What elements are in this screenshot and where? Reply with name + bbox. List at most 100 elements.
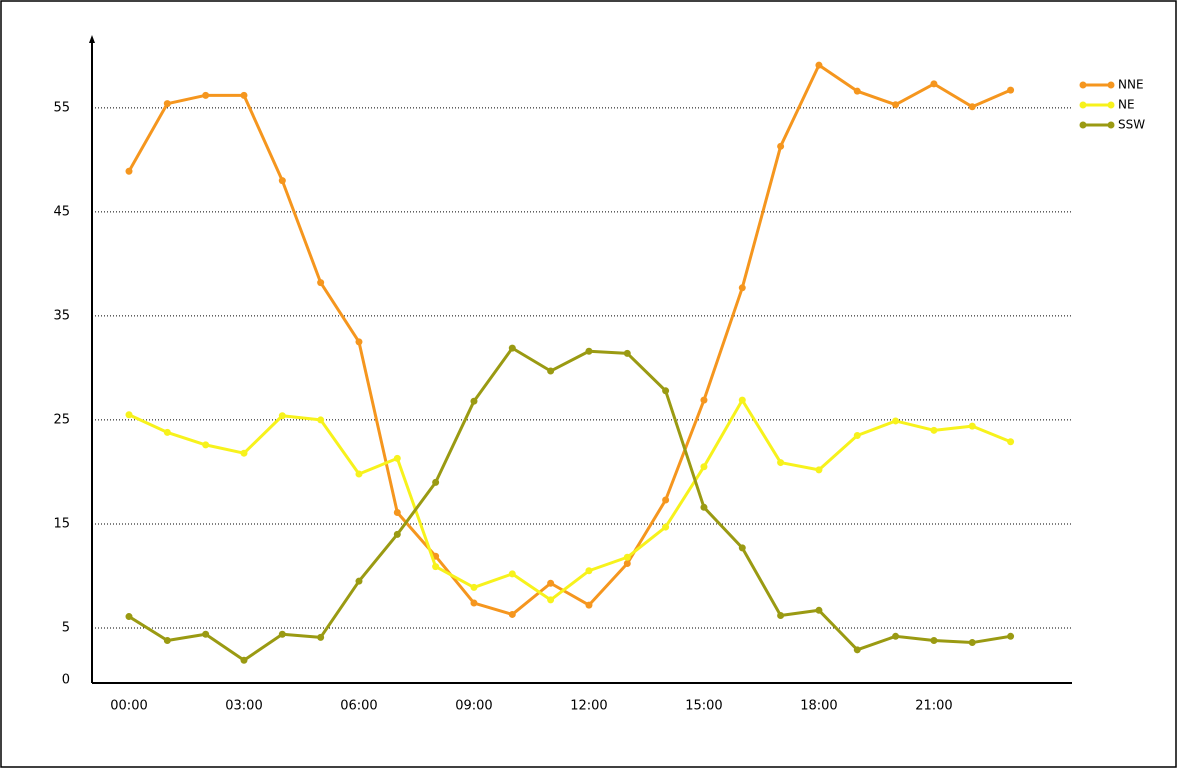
data-point [892,101,900,109]
data-point [317,633,325,641]
data-point [508,344,516,352]
data-point [278,412,286,420]
data-point [662,496,670,504]
y-axis-arrow [89,35,95,43]
data-point [777,612,785,619]
legend-dot [1079,81,1087,89]
data-point [662,523,670,531]
data-point [930,636,938,644]
x-tick-label: 06:00 [340,699,377,714]
y-tick-label: 15 [53,516,70,531]
data-point [240,656,248,664]
data-point [393,530,401,538]
y-tick-label: 5 [62,620,70,635]
series-line [128,346,1011,662]
data-point [278,177,286,185]
data-point [585,347,593,355]
data-point [623,349,631,357]
data-point [700,463,708,471]
data-point [815,61,823,69]
data-point [853,432,861,440]
data-point [202,441,210,449]
legend-label: NE [1118,98,1135,112]
data-point [892,417,900,425]
data-point [470,397,478,405]
data-point [470,583,478,591]
data-point [355,338,363,346]
data-point [508,610,516,618]
data-point [853,87,861,95]
data-point [700,503,708,511]
legend: NNE NE SSW [1079,78,1145,132]
data-point [355,470,363,478]
legend-label: SSW [1118,118,1145,132]
data-point [163,428,171,436]
y-tick-label: 25 [53,412,70,427]
data-point [585,567,593,575]
data-point [547,596,555,604]
data-point [163,636,171,644]
y-tick-label: 35 [53,308,70,323]
data-point [777,142,785,150]
data-point [317,279,325,287]
data-point [738,544,746,552]
legend-dot [1079,101,1087,109]
data-point [125,167,133,175]
data-point [777,459,785,467]
data-point [1007,86,1015,94]
data-point [508,570,516,578]
data-point [432,478,440,486]
data-point [393,509,401,517]
legend-dot [1107,101,1115,109]
data-point [662,387,670,395]
data-point [432,563,440,571]
legend-dot [1079,121,1087,129]
data-point [853,646,861,654]
data-point [355,577,363,585]
data-point [815,466,823,474]
data-point [892,632,900,640]
data-point [738,284,746,292]
y-tick-label: 55 [53,100,70,115]
data-point [202,91,210,99]
data-point [547,367,555,375]
x-tick-label: 21:00 [915,699,952,714]
data-point [930,426,938,434]
data-point [815,606,823,614]
data-point [623,553,631,561]
data-point [1007,632,1015,640]
data-point [547,579,555,587]
legend-label: NNE [1118,78,1144,92]
data-point [968,422,976,430]
data-point [125,613,133,621]
data-point [163,100,171,108]
data-point [125,411,133,419]
legend-dot [1107,81,1115,89]
data-point [738,396,746,404]
data-point [700,396,708,404]
data-point [278,630,286,638]
data-point [240,449,248,457]
data-point [240,91,248,99]
x-tick-label: 18:00 [800,699,837,714]
data-point [470,599,478,607]
data-point [393,454,401,462]
data-point [317,416,325,424]
series-line [128,398,1012,602]
series-line [127,63,1012,616]
data-point [202,630,210,638]
x-tick-label: 09:00 [455,699,492,714]
x-tick-label: 03:00 [225,699,262,714]
legend-dot [1107,121,1115,129]
data-point [968,103,976,111]
x-tick-label: 12:00 [570,699,607,714]
data-point [930,80,938,88]
data-point [1007,438,1015,446]
y-tick-label: 45 [53,204,70,219]
data-point [585,601,593,609]
data-point [968,639,976,647]
x-tick-label: 15:00 [685,699,722,714]
x-tick-label: 00:00 [110,699,147,714]
